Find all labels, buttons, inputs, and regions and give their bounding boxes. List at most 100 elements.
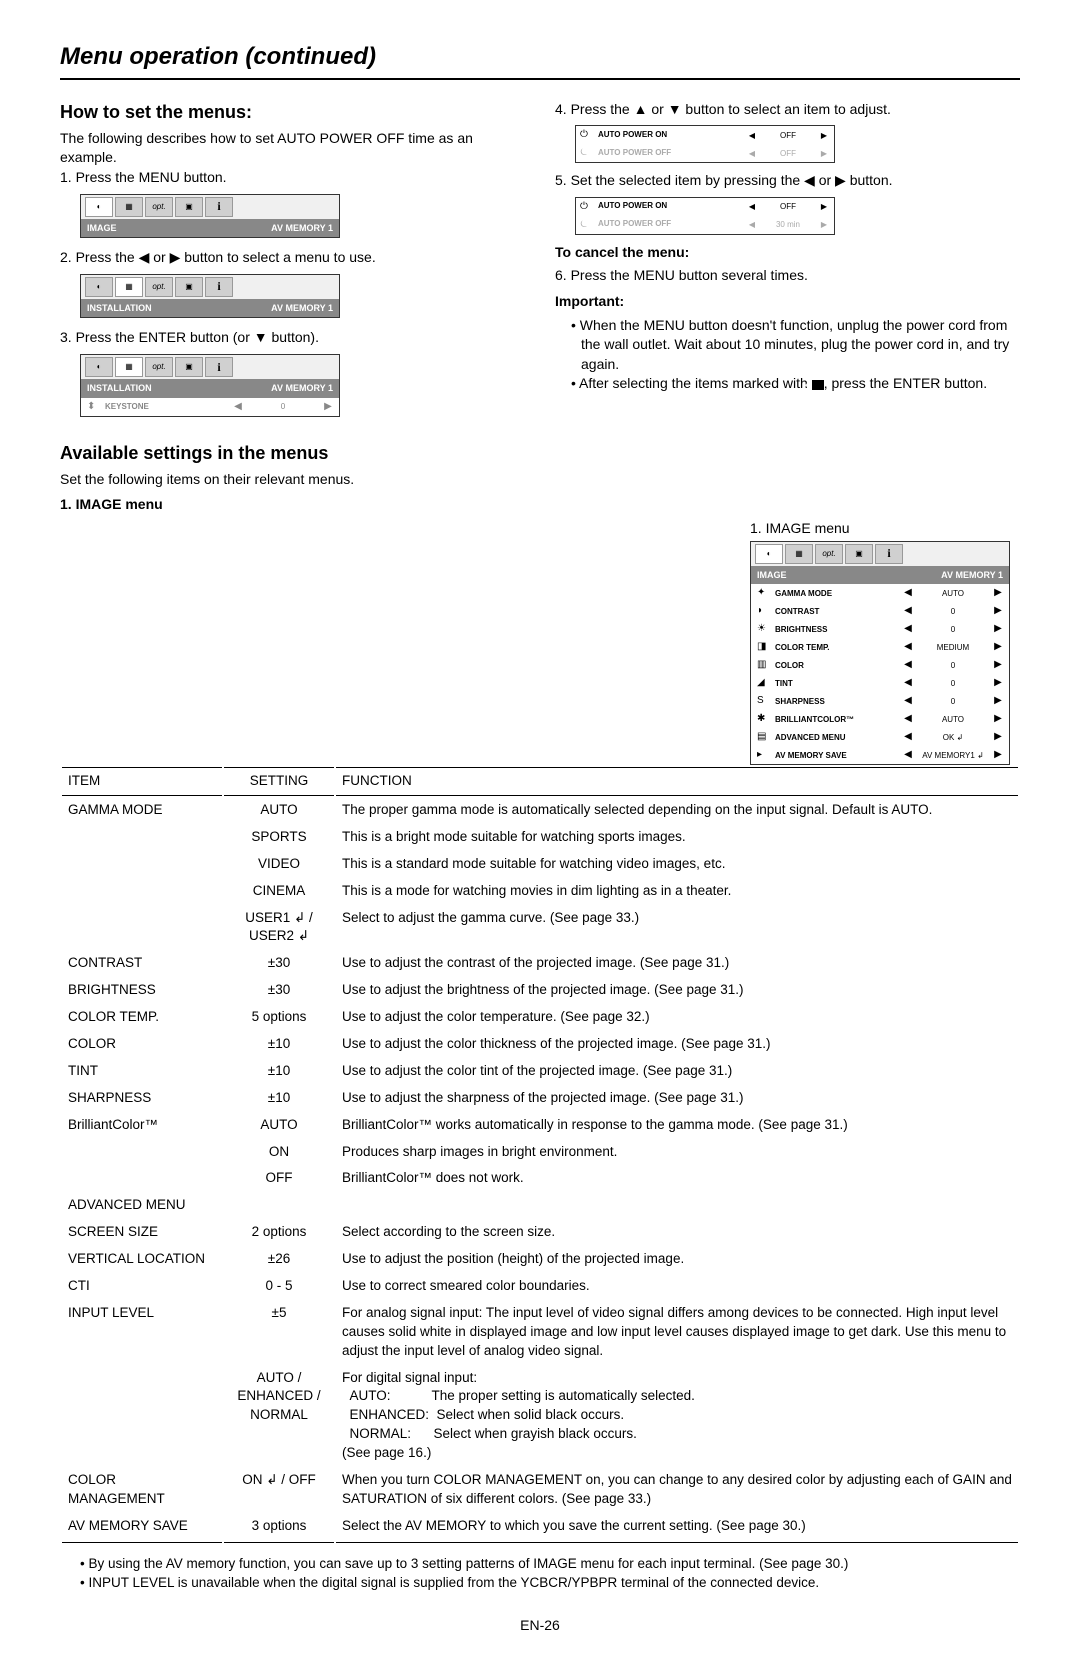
menu-header-left: IMAGE	[87, 222, 117, 235]
table-item	[62, 1140, 222, 1165]
row-val: AUTO	[913, 714, 993, 725]
menu-box-3: ◐ ▦ opt. ▣ i INSTALLATIONAV MEMORY 1 ⬍ K…	[80, 354, 340, 417]
tab-icon: ▦	[115, 277, 143, 297]
tab-icon: i	[205, 197, 233, 217]
row-icon: ⏻	[580, 128, 598, 142]
arrow-left-icon: ◀	[903, 730, 913, 744]
arrow-right-icon: ▶	[818, 219, 830, 230]
table-item: CTI	[62, 1274, 222, 1299]
step-num: 2.	[60, 249, 76, 265]
page-number: EN-26	[60, 1616, 1020, 1636]
menu-header-left: INSTALLATION	[87, 382, 152, 395]
row-label: COLOR	[775, 660, 903, 671]
tab-icon: ▦	[115, 357, 143, 377]
table-func: Use to adjust the sharpness of the proje…	[336, 1086, 1018, 1111]
row-val: MEDIUM	[913, 642, 993, 653]
table-setting: 2 options	[224, 1220, 334, 1245]
menu-box-1: ◐ ▦ opt. ▣ i IMAGEAV MEMORY 1	[80, 194, 340, 239]
row-icon: ◗	[757, 604, 775, 618]
step-num: 6.	[555, 267, 571, 283]
step-num: 1.	[60, 169, 76, 185]
table-func: BrilliantColor™ works automatically in r…	[336, 1113, 1018, 1138]
table-func: Select the AV MEMORY to which you save t…	[336, 1514, 1018, 1543]
arrow-left-icon: ◀	[903, 622, 913, 636]
table-item: AV MEMORY SAVE	[62, 1514, 222, 1543]
arrow-right-icon: ▶	[993, 640, 1003, 654]
arrow-left-icon: ◀	[903, 604, 913, 618]
arrow-right-icon: ▶	[993, 622, 1003, 636]
table-func: Use to adjust the contrast of the projec…	[336, 951, 1018, 976]
arrow-right-icon: ▶	[993, 694, 1003, 708]
table-item: COLOR MANAGEMENT	[62, 1468, 222, 1512]
arrow-right-icon: ▶	[818, 130, 830, 141]
row-label: ADVANCED MENU	[775, 732, 903, 743]
table-func: BrilliantColor™ does not work.	[336, 1166, 1018, 1191]
row-val: 0	[913, 660, 993, 671]
row-val: AUTO	[913, 588, 993, 599]
step6: Press the MENU button several times.	[571, 267, 808, 283]
arrow-left-icon: ◀	[903, 712, 913, 726]
menu-header-left: IMAGE	[757, 569, 787, 582]
cancel-heading: To cancel the menu:	[555, 243, 1020, 263]
table-func: Produces sharp images in bright environm…	[336, 1140, 1018, 1165]
row-icon: ✱	[757, 712, 775, 726]
arrow-right-icon: ▶	[993, 604, 1003, 618]
row-icon: S	[757, 694, 775, 708]
menu-header-right: AV MEMORY 1	[941, 569, 1003, 582]
table-setting: VIDEO	[224, 852, 334, 877]
arrow-left-icon: ◀	[903, 694, 913, 708]
row-val: 0	[913, 678, 993, 689]
row-val: 0	[913, 696, 993, 707]
table-setting: AUTO / ENHANCED / NORMAL	[224, 1366, 334, 1466]
table-setting: 0 - 5	[224, 1274, 334, 1299]
menu-box-2: ◐ ▦ opt. ▣ i INSTALLATIONAV MEMORY 1	[80, 274, 340, 319]
table-func: Use to adjust the color thickness of the…	[336, 1032, 1018, 1057]
howto-heading: How to set the menus:	[60, 100, 525, 125]
table-item: SHARPNESS	[62, 1086, 222, 1111]
step-num: 5.	[555, 172, 571, 188]
arrow-left-icon: ◀	[233, 400, 243, 414]
image-menu-label: 1. IMAGE menu	[750, 519, 1020, 539]
available-heading: Available settings in the menus	[60, 441, 1020, 466]
table-func: Use to correct smeared color boundaries.	[336, 1274, 1018, 1299]
table-item: GAMMA MODE	[62, 798, 222, 823]
image-menu-heading: 1. IMAGE menu	[60, 495, 1020, 515]
table-func: When you turn COLOR MANAGEMENT on, you c…	[336, 1468, 1018, 1512]
row-label: SHARPNESS	[775, 696, 903, 707]
table-item: COLOR TEMP.	[62, 1005, 222, 1030]
arrow-left-icon: ◀	[903, 640, 913, 654]
table-setting	[224, 1193, 334, 1218]
arrow-left-icon: ◀	[903, 658, 913, 672]
row-label: AUTO POWER ON	[598, 131, 746, 140]
footnote-1: By using the AV memory function, you can…	[80, 1555, 1020, 1574]
arrow-left-icon: ◀	[746, 201, 758, 212]
table-setting: ON ↲ / OFF	[224, 1468, 334, 1512]
table-item	[62, 879, 222, 904]
arrow-left-icon: ◀	[903, 748, 913, 762]
col-func: FUNCTION	[336, 767, 1018, 796]
table-func: Use to adjust the position (height) of t…	[336, 1247, 1018, 1272]
step3: Press the ENTER button (or ▼ button).	[76, 329, 319, 345]
menu-header-right: AV MEMORY 1	[271, 382, 333, 395]
table-func: Use to adjust the brightness of the proj…	[336, 978, 1018, 1003]
tab-icon: ◐	[755, 544, 783, 564]
row-icon: ⏾	[580, 218, 598, 232]
tab-icon: ▣	[175, 357, 203, 377]
table-item	[62, 825, 222, 850]
row-icon: ▸	[757, 748, 775, 762]
enter-icon	[812, 380, 824, 390]
menu-header-left: INSTALLATION	[87, 302, 152, 315]
table-item: INPUT LEVEL	[62, 1301, 222, 1364]
howto-intro: The following describes how to set AUTO …	[60, 129, 525, 168]
arrow-left-icon: ◀	[903, 676, 913, 690]
row-icon: ✦	[757, 586, 775, 600]
step-num: 4.	[555, 101, 571, 117]
important-heading: Important:	[555, 292, 1020, 312]
row-label: AV MEMORY SAVE	[775, 750, 903, 761]
tab-icon: ▣	[175, 197, 203, 217]
tab-icon: opt.	[145, 277, 173, 297]
row-icon: ◢	[757, 676, 775, 690]
table-func: This is a bright mode suitable for watch…	[336, 825, 1018, 850]
menu-header-right: AV MEMORY 1	[271, 222, 333, 235]
arrow-right-icon: ▶	[993, 748, 1003, 762]
